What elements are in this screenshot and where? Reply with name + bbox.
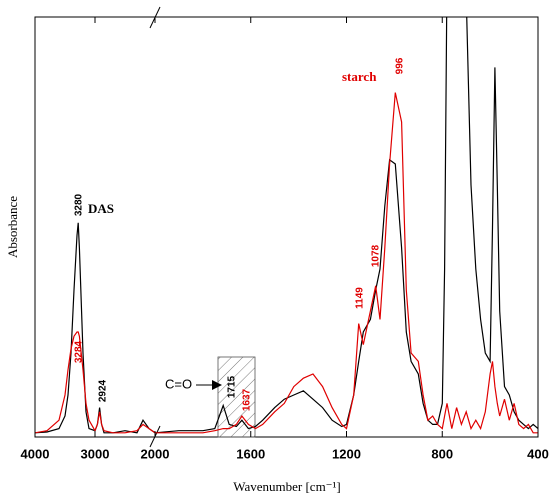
series-line <box>35 17 538 434</box>
y-axis-label: Absorbance <box>5 196 20 258</box>
peak-label: 1715 <box>227 375 238 398</box>
plot-frame <box>34 16 539 438</box>
x-tick-label: 1600 <box>236 446 265 461</box>
annotation: DAS <box>88 201 114 216</box>
peak-label: 996 <box>395 57 406 74</box>
arrow-head <box>212 380 222 390</box>
x-tick-label: 400 <box>527 446 549 461</box>
peak-label: 1078 <box>371 244 382 267</box>
series-line <box>35 92 538 434</box>
x-tick-label: 4000 <box>21 446 50 461</box>
x-axis-label: Wavenumber [cm⁻¹] <box>233 479 341 494</box>
peak-label: 3280 <box>74 193 85 216</box>
lines <box>35 17 538 434</box>
annotation: C=O <box>165 376 192 391</box>
x-tick-label: 800 <box>431 446 453 461</box>
x-tick-label: 3000 <box>81 446 110 461</box>
annotation: starch <box>342 69 377 84</box>
peak-label: 2924 <box>98 379 109 402</box>
peak-label: 3284 <box>74 340 85 363</box>
x-tick-label: 2000 <box>141 446 170 461</box>
peak-label: 1637 <box>242 388 253 411</box>
peak-label: 1149 <box>355 287 366 309</box>
x-tick-label: 1200 <box>332 446 361 461</box>
